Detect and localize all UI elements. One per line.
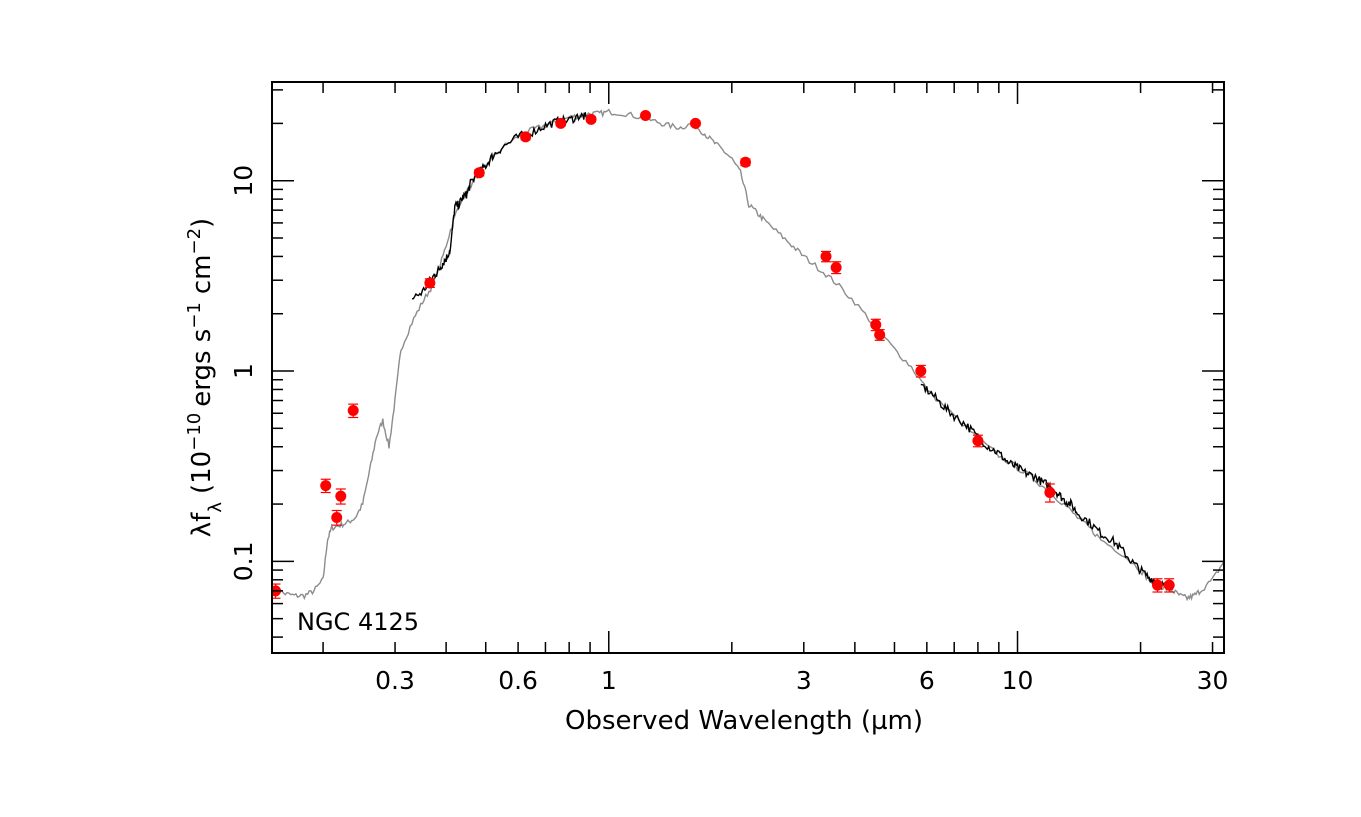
model-spectrum-line [272,108,1224,602]
y-title-close: ) [187,218,217,228]
y-title-ergs: ergs s [187,329,217,407]
galaxy-name-label: NGC 4125 [297,608,419,636]
photometry-point [640,110,652,122]
photometry-point [1044,487,1056,499]
photometry-point [739,156,751,168]
photometry-point [347,405,359,417]
photometry-point [830,261,842,273]
photometry-point [915,365,927,377]
x-tick-label: 3 [796,666,812,695]
photometry-point [690,117,702,129]
y-title-exp2: −2 [184,228,205,255]
y-axis-title: λfλ (10−10 ergs s−1 cm−2) [184,218,226,537]
axis-ticks [272,82,1224,653]
x-tick-label: 0.3 [375,666,415,695]
photometry-point [870,319,882,331]
photometry-point [555,117,567,129]
y-tick-label: 1 [229,363,258,379]
y-title-exp1: −1 [184,302,205,329]
plot-area [272,108,1224,602]
x-tick-label: 1 [601,666,617,695]
y-tick-label: 10 [229,165,258,197]
x-tick-label: 0.6 [498,666,538,695]
photometry-point [424,277,436,289]
photometry-point [972,435,984,447]
photometry-point [585,113,597,125]
observed-spectrum-line [920,383,1174,591]
photometry-point [320,480,332,492]
y-tick-labels: 0.1 1 10 [229,165,258,581]
svg-text:λfλ(10−10ergs s−1cm−2): λfλ (10−10 ergs s−1 cm−2) [184,218,226,537]
photometry-point [520,131,532,143]
y-title-open: (10 [187,451,217,494]
x-tick-label: 10 [1002,666,1034,695]
y-title-lambda-f: λf [187,512,217,537]
y-title-cm: cm [187,255,217,295]
x-tick-label: 6 [919,666,935,695]
x-tick-label: 30 [1197,666,1229,695]
photometry-point [331,511,343,523]
y-title-exp10: −10 [184,413,205,451]
photometry-point [1151,579,1163,591]
photometry-point [874,329,886,341]
photometry-point [473,167,485,179]
plot-frame [271,81,1225,654]
photometry-point [820,250,832,262]
y-tick-label: 0.1 [229,541,258,581]
x-tick-labels: 0.3 0.6 1 3 6 10 30 [375,666,1228,695]
photometry-point [335,490,347,502]
observed-spectrum-line [411,111,587,300]
photometry-point [1163,579,1175,591]
y-title-lambda-sub: λ [205,502,226,513]
x-axis-title: Observed Wavelength (µm) [565,706,923,736]
